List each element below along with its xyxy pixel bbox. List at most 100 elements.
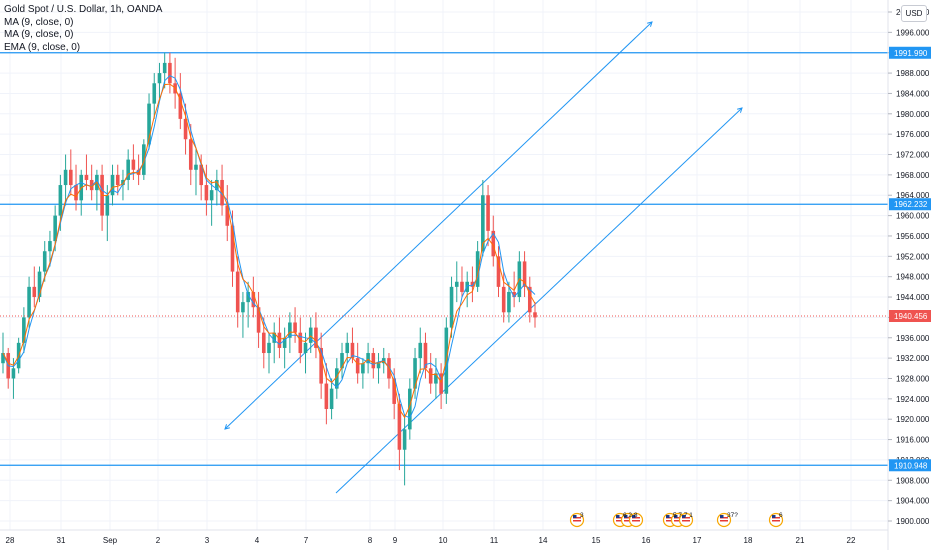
flag-canton <box>772 515 776 518</box>
event-count-label: 6 <box>779 512 783 519</box>
candle-body <box>168 62 172 84</box>
candle-body <box>209 190 214 201</box>
y-tick-label: 1904.000 <box>896 497 930 506</box>
flag-stripe <box>720 520 728 522</box>
candle-body <box>486 195 490 231</box>
event-count-label: 3 <box>580 512 584 519</box>
candle-body <box>408 388 412 430</box>
x-tick-label: Sep <box>103 536 118 545</box>
candle-body <box>418 342 423 359</box>
candle-body <box>58 185 63 216</box>
indicator-ema[interactable]: EMA (9, close, 0) <box>4 41 81 53</box>
y-tick-label: 1924.000 <box>896 395 930 404</box>
candle-body <box>475 251 480 287</box>
flag-stripe <box>632 517 640 519</box>
candle-body <box>439 373 443 394</box>
candle-body <box>194 164 198 170</box>
candle-body <box>32 286 37 298</box>
candle-body <box>288 322 292 338</box>
y-tick-label: 1980.000 <box>896 110 930 119</box>
candle-body <box>215 179 219 191</box>
candle-body <box>527 286 532 313</box>
candle-body <box>329 388 334 410</box>
candle-body <box>277 332 282 348</box>
horizontal-levels[interactable] <box>0 52 888 466</box>
y-tick-label: 1960.000 <box>896 212 930 221</box>
candle-body <box>272 332 277 343</box>
candle-body <box>324 383 329 410</box>
candle-body <box>319 347 323 384</box>
y-tick-label: 1928.000 <box>896 374 930 383</box>
candle-body <box>397 403 402 450</box>
candle-body <box>69 169 73 186</box>
y-tick-label: 1976.000 <box>896 130 930 139</box>
y-tick-label: 1944.000 <box>896 293 930 302</box>
economic-events[interactable]: 3 6 2 8 5 7 7 1 37? 6 <box>569 512 784 528</box>
x-tick-label: 11 <box>490 536 499 545</box>
candle-body <box>428 368 433 384</box>
candle-body <box>454 281 459 287</box>
x-tick-label: 7 <box>304 536 309 545</box>
time-axis[interactable]: 28 31 Sep 2 3 4 7 8 9 10 11 14 15 16 17 18 21 22 <box>6 536 856 545</box>
flag-canton <box>682 515 686 518</box>
candle-body <box>460 281 464 292</box>
candle-body <box>225 205 230 226</box>
candle-body <box>465 281 469 292</box>
x-tick-label: 18 <box>744 536 753 545</box>
x-tick-label: 15 <box>592 536 601 545</box>
x-tick-label: 17 <box>693 536 702 545</box>
candle-body <box>22 317 26 343</box>
indicator-ma-2[interactable]: MA (9, close, 0) <box>4 29 74 40</box>
flag-stripe <box>632 520 640 522</box>
flag-canton <box>616 515 620 518</box>
symbol-title[interactable]: Gold Spot / U.S. Dollar, 1h, OANDA <box>4 4 163 15</box>
candle-body <box>261 332 266 354</box>
channel-arrowhead <box>224 424 230 430</box>
x-tick-label: 4 <box>255 536 260 545</box>
channel-line[interactable] <box>224 21 653 430</box>
candle-body <box>522 261 527 287</box>
channel-lines[interactable] <box>224 21 743 494</box>
y-tick-label: 1952.000 <box>896 252 930 261</box>
flag-stripe <box>682 517 690 519</box>
channel-arrowhead <box>647 21 653 27</box>
candle-body <box>355 358 360 374</box>
y-tick-label: 1972.000 <box>896 151 930 160</box>
candlesticks <box>1 52 537 486</box>
candle-body <box>308 327 313 343</box>
channel-line[interactable] <box>335 107 743 494</box>
flag-canton <box>720 515 724 518</box>
candle-body <box>241 302 245 313</box>
candle-body <box>533 312 537 318</box>
candle-body <box>53 215 57 242</box>
candle-body <box>371 353 376 369</box>
currency-button[interactable]: USD <box>901 5 927 22</box>
moving-average-lines <box>2 74 536 419</box>
candle-body <box>126 159 130 180</box>
candle-body <box>470 281 475 287</box>
flag-canton <box>624 515 628 518</box>
flag-stripe <box>624 520 632 522</box>
candle-body <box>11 368 16 379</box>
candle-body <box>340 353 344 369</box>
x-tick-label: 22 <box>847 536 856 545</box>
candle-body <box>42 251 47 272</box>
candle-body <box>361 363 365 374</box>
candle-body <box>188 139 193 170</box>
flag-stripe <box>624 517 632 519</box>
candle-body <box>162 62 167 74</box>
candle-body <box>105 195 110 216</box>
candle-body <box>335 368 339 389</box>
level-price-tag <box>889 46 931 59</box>
current-price-label: 1940.456 <box>894 312 928 321</box>
candle-body <box>293 322 297 333</box>
candle-body <box>152 83 157 104</box>
candle-body <box>298 332 303 354</box>
flag-stripe <box>772 520 780 522</box>
candle-body <box>230 225 235 272</box>
price-axis[interactable]: 1900.0001904.0001908.0001912.0001916.000… <box>888 8 930 526</box>
x-tick-label: 21 <box>796 536 805 545</box>
indicator-ma-1[interactable]: MA (9, close, 0) <box>4 16 74 28</box>
